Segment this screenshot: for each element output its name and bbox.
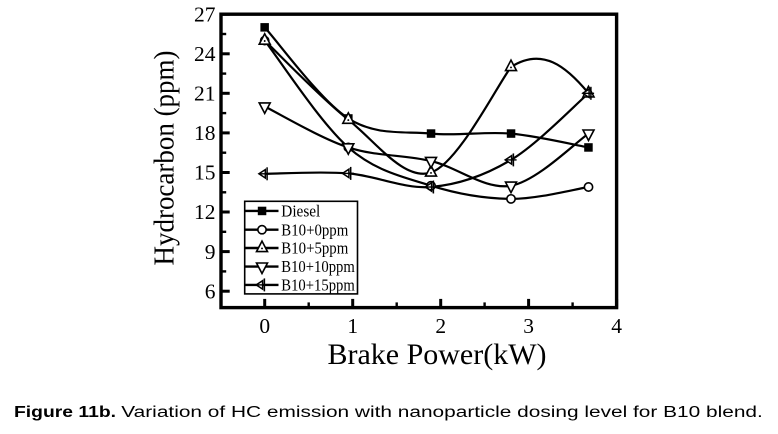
svg-text:4: 4 (611, 314, 622, 338)
svg-text:3: 3 (523, 314, 534, 338)
svg-text:Variation of HC emission with: Variation of HC emission with nanopartic… (121, 404, 763, 421)
svg-text:18: 18 (194, 121, 216, 145)
svg-text:15: 15 (194, 161, 216, 185)
svg-text:9: 9 (205, 240, 216, 264)
svg-text:21: 21 (194, 82, 216, 106)
svg-text:2: 2 (435, 314, 446, 338)
svg-text:B10+5ppm: B10+5ppm (281, 239, 348, 258)
svg-text:Brake Power(kW): Brake Power(kW) (328, 339, 547, 371)
svg-text:Hydrocarbon (ppm): Hydrocarbon (ppm) (149, 51, 181, 266)
svg-text:B10+10ppm: B10+10ppm (281, 257, 355, 276)
svg-text:0: 0 (259, 314, 270, 338)
svg-text:B10+15ppm: B10+15ppm (281, 276, 355, 295)
svg-text:24: 24 (194, 42, 216, 66)
svg-text:B10+0ppm: B10+0ppm (281, 220, 348, 239)
svg-text:Diesel: Diesel (281, 202, 320, 221)
svg-text:27: 27 (194, 2, 216, 26)
svg-text:Figure 11b.: Figure 11b. (14, 404, 116, 421)
svg-text:6: 6 (205, 279, 216, 303)
svg-text:1: 1 (347, 314, 358, 338)
svg-text:12: 12 (194, 200, 216, 224)
